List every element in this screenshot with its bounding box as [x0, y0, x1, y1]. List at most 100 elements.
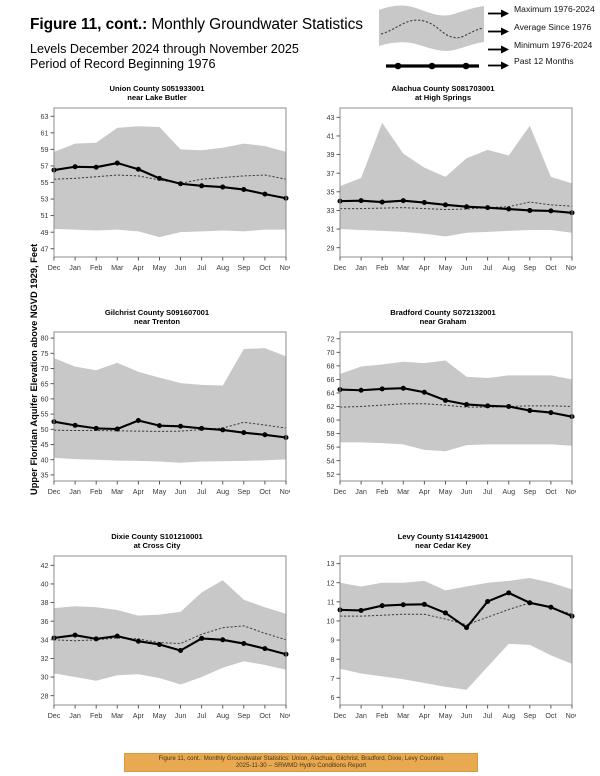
svg-text:May: May — [153, 711, 167, 720]
plot-gilchrist: 35 40 45 50 55 60 65 70 75 80 Dec Jan Feb Mar Apr May Ju… — [41, 331, 290, 496]
plot-union: 47 49 51 53 55 57 59 61 63 Dec Jan Feb Mar Apr May Jun J… — [41, 107, 290, 272]
svg-text:Jun: Jun — [175, 711, 187, 720]
svg-text:Jun: Jun — [175, 263, 187, 272]
svg-text:35: 35 — [41, 471, 49, 480]
chart-panel-levy: Levy County S141429001 near Cedar Key 6 7 8… — [310, 532, 577, 727]
plot-levy: 6 7 8 9 10 11 12 13 Dec Jan Feb Mar Apr May Jun Jul Aug S… — [327, 555, 576, 720]
svg-text:40: 40 — [41, 455, 49, 464]
panel-title-line2: near Cedar Key — [415, 541, 471, 551]
svg-text:12: 12 — [327, 578, 335, 587]
svg-text:Nov: Nov — [566, 487, 576, 496]
svg-text:Nov: Nov — [280, 711, 290, 720]
legend-past12-icon — [386, 62, 479, 70]
figure-header: Figure 11, cont.: Monthly Groundwater St… — [0, 0, 600, 78]
svg-text:39: 39 — [327, 150, 335, 159]
svg-text:53: 53 — [41, 195, 49, 204]
panel-title-alachua: Alachua County S081703001 at High Springs — [310, 84, 576, 102]
svg-text:Jul: Jul — [197, 711, 207, 720]
svg-text:Feb: Feb — [90, 487, 102, 496]
subtitle-record: Period of Record Beginning 1976 — [30, 57, 216, 71]
svg-text:33: 33 — [327, 206, 335, 215]
svg-text:Mar: Mar — [397, 263, 410, 272]
svg-text:42: 42 — [41, 561, 49, 570]
svg-text:Jun: Jun — [461, 711, 473, 720]
svg-text:Oct: Oct — [545, 711, 556, 720]
svg-text:51: 51 — [41, 211, 49, 220]
svg-text:May: May — [153, 487, 167, 496]
legend-label-past12: Past 12 Months — [514, 56, 574, 66]
panel-title-levy: Levy County S141429001 near Cedar Key — [310, 532, 576, 550]
panel-title-line2: near Trenton — [134, 317, 180, 327]
svg-text:Feb: Feb — [376, 711, 388, 720]
svg-text:Apr: Apr — [133, 711, 145, 720]
svg-text:Dec: Dec — [48, 263, 61, 272]
svg-text:Aug: Aug — [216, 487, 229, 496]
svg-text:Sep: Sep — [523, 487, 536, 496]
chart-panel-alachua: Alachua County S081703001 at High Springs… — [310, 84, 577, 279]
svg-text:Jun: Jun — [175, 487, 187, 496]
svg-text:70: 70 — [41, 364, 49, 373]
svg-text:Dec: Dec — [48, 711, 61, 720]
svg-text:7: 7 — [331, 674, 335, 683]
svg-text:Aug: Aug — [216, 263, 229, 272]
legend: Maximum 1976-2024 Average Since 1976 Min… — [378, 2, 600, 76]
svg-text:Aug: Aug — [502, 487, 515, 496]
legend-label-average: Average Since 1976 — [514, 22, 592, 32]
footer-line-2: 2025-11-30 -- SRWMD Hydro Conditions Rep… — [235, 762, 367, 770]
svg-text:Dec: Dec — [334, 263, 347, 272]
svg-text:61: 61 — [41, 128, 49, 137]
svg-text:Aug: Aug — [502, 711, 515, 720]
svg-text:63: 63 — [41, 112, 49, 121]
panel-title-gilchrist: Gilchrist County S091607001 near Trenton — [24, 308, 290, 326]
svg-text:Apr: Apr — [419, 263, 431, 272]
svg-text:38: 38 — [41, 598, 49, 607]
svg-text:Jan: Jan — [355, 263, 367, 272]
svg-text:Apr: Apr — [133, 263, 145, 272]
svg-text:Mar: Mar — [397, 487, 410, 496]
svg-text:May: May — [439, 711, 453, 720]
panel-title-bradford: Bradford County S072132001 near Graham — [310, 308, 576, 326]
svg-text:Nov: Nov — [566, 711, 576, 720]
svg-text:68: 68 — [327, 361, 335, 370]
page-title-prefix: Figure 11, cont.: — [30, 16, 148, 33]
svg-text:62: 62 — [327, 402, 335, 411]
svg-text:Apr: Apr — [419, 711, 431, 720]
footer-caption: Figure 11, cont.: Monthly Groundwater St… — [124, 753, 478, 773]
svg-text:Feb: Feb — [90, 263, 102, 272]
arrow-icon-minimum — [488, 45, 509, 54]
svg-text:49: 49 — [41, 228, 49, 237]
svg-text:May: May — [153, 263, 167, 272]
svg-text:66: 66 — [327, 375, 335, 384]
plot-alachua: 29 31 33 35 37 39 41 43 Dec Jan Feb Mar Apr May Jun Jul… — [327, 107, 576, 272]
svg-text:Jan: Jan — [69, 711, 81, 720]
svg-text:Jan: Jan — [355, 487, 367, 496]
svg-text:80: 80 — [41, 334, 49, 343]
chart-panel-gilchrist: Gilchrist County S091607001 near Trenton … — [24, 308, 291, 503]
svg-text:28: 28 — [41, 691, 49, 700]
svg-text:13: 13 — [327, 559, 335, 568]
svg-text:Aug: Aug — [216, 711, 229, 720]
svg-text:36: 36 — [41, 617, 49, 626]
svg-text:Oct: Oct — [545, 263, 556, 272]
svg-text:May: May — [439, 263, 453, 272]
panel-title-line1: Gilchrist County S091607001 — [104, 308, 210, 317]
svg-text:72: 72 — [327, 334, 335, 343]
panel-title-line1: Dixie County S101210001 — [111, 532, 203, 541]
page-title: Figure 11, cont.: Monthly Groundwater St… — [30, 16, 363, 34]
svg-text:Jul: Jul — [483, 263, 493, 272]
arrow-icon-maximum — [488, 9, 509, 18]
svg-text:Jan: Jan — [355, 711, 367, 720]
svg-text:Jul: Jul — [197, 487, 207, 496]
legend-band-icon — [379, 5, 484, 51]
svg-text:Sep: Sep — [237, 263, 250, 272]
svg-text:58: 58 — [327, 429, 335, 438]
panel-title-union: Union County S051933001 near Lake Butler — [24, 84, 290, 102]
svg-text:Oct: Oct — [259, 711, 270, 720]
legend-label-maximum: Maximum 1976-2024 — [514, 4, 595, 14]
svg-text:55: 55 — [41, 178, 49, 187]
chart-panel-bradford: Bradford County S072132001 near Graham 52… — [310, 308, 577, 503]
svg-text:34: 34 — [41, 635, 49, 644]
footer-line-1: Figure 11, cont.: Monthly Groundwater St… — [158, 755, 444, 762]
arrow-icon-past12 — [488, 61, 509, 70]
chart-panel-dixie: Dixie County S101210001 at Cross City 28 3… — [24, 532, 291, 727]
